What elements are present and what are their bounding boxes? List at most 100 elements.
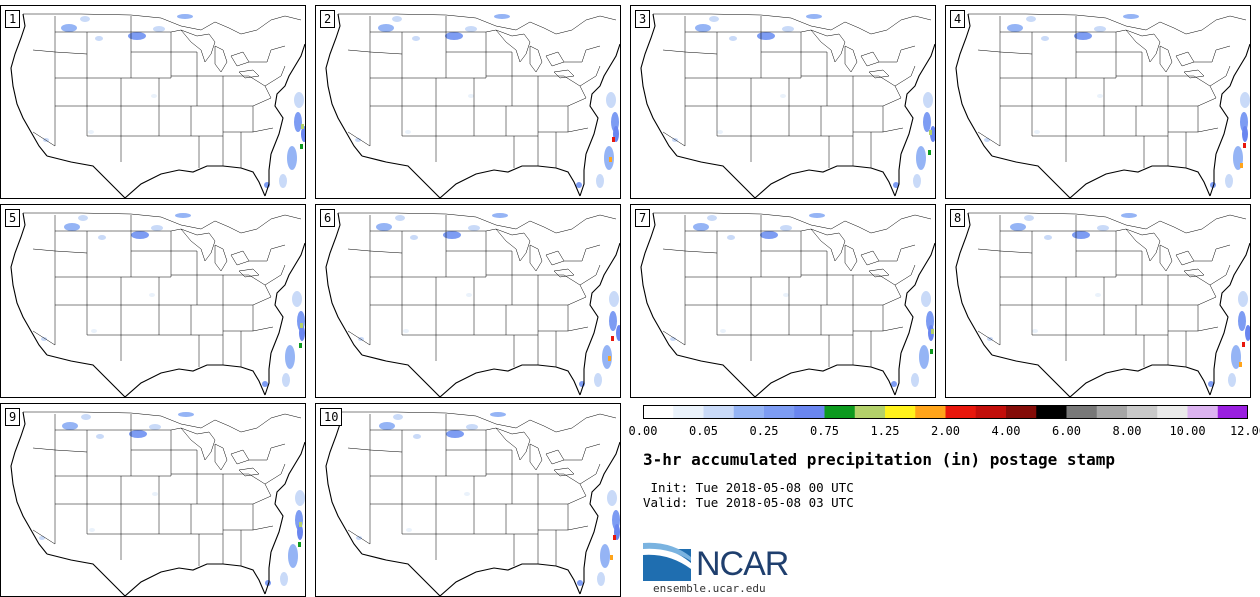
state-boundary — [230, 51, 250, 67]
precip-area — [445, 32, 463, 40]
precip-area — [1225, 174, 1233, 188]
state-boundary — [121, 106, 160, 137]
precip-area — [609, 311, 617, 331]
coastline — [676, 155, 756, 198]
precip-area — [1123, 14, 1139, 19]
precip-area — [152, 492, 158, 496]
state-boundary — [485, 427, 497, 431]
precip-area — [1007, 24, 1023, 32]
state-boundary — [264, 264, 286, 286]
heavy-precip-cell — [1239, 362, 1242, 367]
coastline — [894, 352, 902, 396]
coastline — [870, 167, 896, 197]
state-boundary — [436, 77, 475, 107]
state-boundary — [810, 29, 846, 63]
precip-area — [760, 231, 778, 239]
precip-area — [987, 337, 993, 341]
coastline — [124, 165, 242, 198]
coastline — [124, 364, 242, 397]
precip-area — [301, 126, 305, 142]
state-boundary — [474, 503, 507, 535]
state-boundary — [32, 16, 56, 53]
coastline — [46, 354, 126, 397]
state-boundary — [1125, 228, 1161, 262]
state-boundary — [810, 228, 846, 262]
colorbar-segment — [824, 405, 856, 419]
state-boundary — [1032, 77, 1067, 106]
state-boundary — [1136, 305, 1169, 336]
state-boundary — [347, 305, 371, 346]
precip-area — [285, 345, 295, 369]
precip-area — [287, 146, 297, 170]
state-boundary — [717, 77, 752, 106]
colorbar-segment — [643, 405, 674, 419]
state-boundary — [369, 78, 403, 107]
precip-area — [923, 92, 933, 108]
precip-area — [376, 223, 392, 231]
state-boundary — [191, 106, 224, 137]
state-boundary — [436, 475, 475, 505]
state-boundary — [1066, 77, 1105, 107]
state-boundary — [717, 16, 762, 33]
state-boundary — [214, 244, 228, 272]
precip-area — [466, 293, 472, 297]
heavy-precip-cell — [930, 349, 933, 354]
coastline — [579, 551, 587, 595]
state-boundary — [32, 414, 56, 451]
stamp-panel-5: 5 — [0, 204, 306, 398]
coastline — [894, 153, 902, 197]
precip-area — [395, 215, 405, 221]
state-boundary — [121, 504, 160, 535]
state-boundary — [32, 106, 56, 147]
state-boundary — [879, 45, 916, 63]
coastline — [955, 13, 993, 157]
precip-area — [1242, 126, 1248, 142]
member-label: 10 — [320, 408, 343, 426]
state-boundary — [1209, 264, 1231, 286]
state-boundary — [252, 525, 274, 531]
precip-area — [78, 215, 88, 221]
state-boundary — [1159, 45, 1173, 73]
precip-area — [406, 528, 412, 532]
state-boundary — [338, 13, 617, 35]
state-boundary — [662, 215, 686, 252]
state-boundary — [347, 16, 371, 53]
state-boundary — [512, 473, 539, 505]
conus-map — [10, 13, 305, 198]
precip-area — [149, 424, 161, 430]
state-boundary — [821, 76, 828, 107]
coastline — [585, 441, 620, 553]
coastline — [955, 212, 993, 356]
precip-area — [294, 92, 304, 108]
heavy-precip-cell — [299, 343, 302, 348]
coastline — [264, 352, 272, 396]
state-boundary — [54, 450, 88, 477]
precip-area — [410, 235, 418, 240]
precip-area — [720, 329, 726, 333]
state-boundary — [54, 429, 88, 453]
state-boundary — [553, 69, 575, 79]
state-boundary — [252, 127, 274, 133]
precip-area — [1094, 26, 1106, 32]
member-label: 4 — [950, 10, 966, 28]
colorbar-segment — [1217, 405, 1248, 419]
state-boundary — [1116, 51, 1143, 77]
colorbar-tick-label: 0.25 — [749, 424, 779, 438]
precip-area — [464, 492, 470, 496]
state-boundary — [506, 504, 539, 535]
heavy-precip-cell — [609, 157, 612, 162]
member-label: 9 — [5, 408, 21, 426]
state-boundary — [23, 212, 302, 234]
state-boundary — [751, 276, 790, 306]
state-boundary — [860, 51, 880, 67]
state-boundary — [999, 78, 1033, 107]
state-boundary — [653, 212, 932, 234]
state-boundary — [512, 274, 539, 306]
precip-area — [1238, 311, 1246, 331]
precip-area — [577, 580, 583, 586]
heavy-precip-cell — [611, 336, 614, 341]
coastline — [579, 352, 587, 396]
state-boundary — [249, 244, 286, 262]
state-boundary — [821, 275, 828, 306]
colorbar-segment — [1187, 405, 1219, 419]
